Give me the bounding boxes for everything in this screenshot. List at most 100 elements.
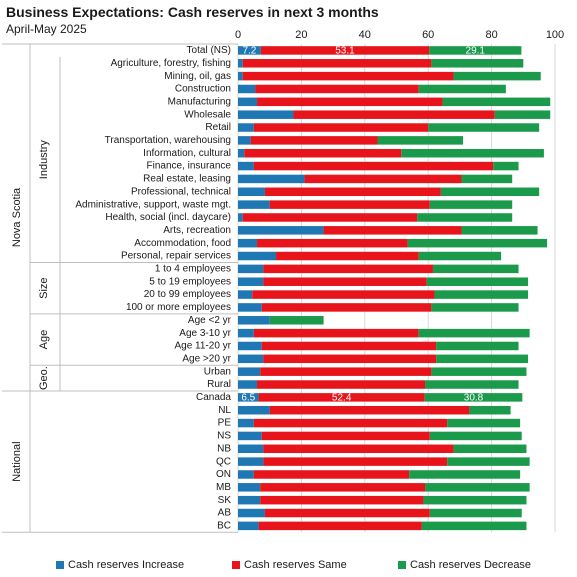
bar-segment <box>238 213 243 222</box>
data-label: 52.4 <box>332 393 352 404</box>
bar-segment <box>238 367 261 376</box>
bar-segment <box>429 508 522 518</box>
bar-segment <box>253 470 410 479</box>
bar-segment <box>238 290 253 299</box>
category-label: Professional, technical <box>131 186 231 197</box>
bar-segment <box>238 431 262 441</box>
x-tick-label: 60 <box>422 29 434 41</box>
bar-segment <box>401 148 544 158</box>
bar-segment <box>258 521 422 531</box>
bar-segment <box>244 148 402 158</box>
category-label: Total (NS) <box>187 45 231 56</box>
bar-segment <box>264 508 430 518</box>
bar-segment <box>417 213 513 222</box>
bar-segment <box>258 393 425 402</box>
bar-segment <box>260 46 430 55</box>
group-label: National <box>11 441 23 481</box>
category-label: Arts, recreation <box>163 225 231 236</box>
bar-segment <box>257 238 408 248</box>
bar-segment <box>238 110 294 119</box>
bar-segment <box>238 521 259 531</box>
bar-segment <box>242 59 432 68</box>
bar-segment <box>238 470 254 479</box>
legend-swatch <box>398 561 406 569</box>
category-label: AB <box>218 508 232 519</box>
x-tick-label: 80 <box>485 29 497 41</box>
bar-segment <box>238 97 258 107</box>
bar-segment <box>434 290 529 299</box>
category-label: Mining, oil, gas <box>164 71 231 82</box>
bar-segment <box>253 161 494 171</box>
bar-segment <box>461 174 513 184</box>
bar-segment <box>238 148 245 158</box>
bar-segment <box>418 251 502 261</box>
category-label: 100 or more employees <box>126 302 231 313</box>
bar-segment <box>260 367 432 376</box>
bar-segment <box>238 123 254 132</box>
bar-segment <box>429 431 522 441</box>
bar-segment <box>418 328 530 338</box>
category-label: Urban <box>204 366 231 377</box>
bar-segment <box>238 46 261 55</box>
category-label: Wholesale <box>184 109 231 120</box>
category-label: Age 3-10 yr <box>179 328 231 339</box>
bar-segment <box>260 495 424 505</box>
bar-segment <box>461 226 538 235</box>
x-tick-label: 20 <box>295 29 307 41</box>
bar-segment <box>304 174 462 184</box>
bar-segment <box>453 71 541 81</box>
bar-segment <box>238 457 264 466</box>
bar-segment <box>264 187 441 197</box>
bar-segment <box>238 328 254 338</box>
category-label: Age <2 yr <box>188 315 232 326</box>
bar-segment <box>431 367 527 376</box>
category-label: NL <box>218 405 231 416</box>
bar-segment <box>429 200 513 209</box>
legend-label: Cash reserves Decrease <box>410 559 531 571</box>
bar-segment <box>238 316 270 325</box>
data-label: 29.1 <box>466 46 486 57</box>
legend-swatch <box>56 561 64 569</box>
bar-segment <box>238 380 258 389</box>
group-label: Industry <box>38 140 50 180</box>
bar-segment <box>261 303 432 312</box>
bar-segment <box>238 264 264 274</box>
bar-segment <box>440 187 540 197</box>
bar-segment <box>255 84 419 94</box>
bar-segment <box>253 418 448 428</box>
group-label: Geo. <box>38 366 50 390</box>
category-label: Personal, repair services <box>121 251 231 262</box>
bar-segment <box>431 303 519 312</box>
bar-segment <box>238 277 264 286</box>
bar-segment <box>253 328 419 338</box>
bar-segment <box>238 341 262 351</box>
legend-label: Cash reserves Same <box>244 559 347 571</box>
bar-segment <box>424 393 523 402</box>
category-label: Canada <box>196 392 231 403</box>
bar-segment <box>421 521 527 531</box>
chart-subtitle: April-May 2025 <box>6 22 87 36</box>
bar-segment <box>257 97 443 107</box>
bar-segment <box>377 136 464 145</box>
bar-segment <box>260 483 426 492</box>
bar-segment <box>250 136 378 145</box>
bar-segment <box>263 457 448 466</box>
bar-segment <box>238 161 254 171</box>
bar-segment <box>453 444 527 454</box>
bar-segment <box>263 444 454 454</box>
category-label: ON <box>216 469 231 480</box>
bar-segment <box>257 380 426 389</box>
x-tick-label: 100 <box>546 29 564 41</box>
bar-segment <box>238 405 270 415</box>
bar-segment <box>494 110 551 119</box>
bar-segment <box>447 418 521 428</box>
bar-segment <box>263 354 437 364</box>
bar-segment <box>425 483 530 492</box>
bar-segment <box>293 110 495 119</box>
bar-segment <box>238 200 270 209</box>
bar-segment <box>261 431 430 441</box>
bar-segment <box>238 303 262 312</box>
bar-segment <box>238 226 324 235</box>
bar-segment <box>418 84 506 94</box>
bar-segment <box>442 97 551 107</box>
